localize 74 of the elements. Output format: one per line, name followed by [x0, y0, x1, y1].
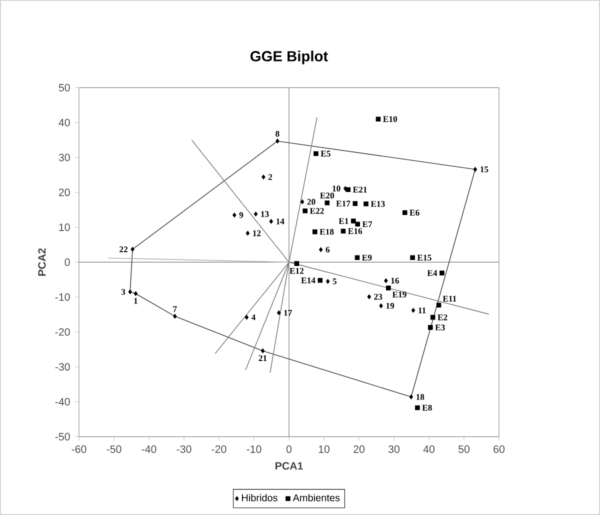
annotation: E2 [438, 314, 448, 320]
x-tick-label: 60 [494, 445, 505, 453]
annotation: E1 [338, 218, 348, 224]
legend-label: Hibridos [242, 494, 278, 502]
x-tick-label: 20 [354, 445, 365, 453]
annotation: 5 [332, 278, 337, 284]
y-tick-label: 10 [59, 224, 70, 232]
annotation: E7 [362, 221, 372, 227]
annotation: 1 [134, 298, 138, 304]
annotation: 12 [253, 230, 261, 236]
legend-label: Ambientes [292, 494, 340, 502]
x-tick-label: -30 [176, 445, 192, 453]
chart-title: GGE Biplot [250, 50, 328, 64]
annotation: 6 [326, 246, 330, 253]
annotation: 17 [284, 310, 292, 316]
y-tick-label: -10 [55, 293, 70, 301]
annotation: 9 [239, 212, 244, 218]
x-tick-label: 50 [458, 445, 470, 453]
annotation: 11 [418, 308, 426, 314]
annotation: 14 [276, 218, 284, 224]
x-tick-label: -60 [72, 445, 86, 453]
annotation: E21 [352, 186, 367, 192]
x-tick-label: -10 [246, 445, 262, 453]
y-tick-label: -30 [55, 363, 70, 371]
annotation: E16 [348, 228, 362, 234]
y-tick-label: 50 [58, 84, 70, 92]
annotation: E9 [362, 254, 372, 261]
annotation: E5 [320, 150, 330, 157]
annotation: 3 [121, 288, 126, 295]
annotation: 13 [261, 211, 269, 217]
annotation: 21 [258, 355, 267, 361]
x-tick-label: 10 [318, 445, 330, 453]
x-tick-label: 40 [423, 445, 435, 453]
annotation: E8 [422, 404, 432, 411]
annotation: E17 [336, 200, 350, 206]
y-axis-title: PCA2 [38, 248, 46, 276]
y-tick-label: -20 [55, 328, 70, 336]
y-tick-label: -40 [55, 398, 70, 406]
annotation: E6 [410, 210, 420, 216]
annotation: 15 [480, 166, 488, 172]
annotation: E22 [310, 208, 324, 214]
x-tick-label: -40 [142, 445, 156, 453]
annotation: 4 [251, 314, 256, 320]
annotation: 2 [268, 174, 272, 180]
x-tick-label: -50 [106, 445, 122, 453]
annotation: E11 [442, 296, 456, 302]
annotation: E10 [383, 116, 398, 122]
annotation: E12 [290, 268, 304, 274]
y-tick-label: 40 [58, 118, 70, 126]
y-tick-label: 20 [58, 188, 70, 196]
annotation: 7 [173, 306, 177, 312]
annotation: 22 [120, 246, 128, 252]
annotation: 20 [307, 198, 316, 205]
annotation: 16 [391, 278, 400, 284]
x-tick-label: 30 [388, 445, 400, 453]
annotation: 19 [386, 302, 394, 309]
x-tick-label: -20 [212, 445, 226, 453]
y-tick-label: -50 [55, 432, 70, 440]
x-tick-label: 0 [286, 445, 292, 453]
annotation: E20 [320, 192, 334, 198]
annotation: 23 [374, 294, 382, 300]
annotation: E14 [301, 277, 316, 284]
y-tick-label: 30 [58, 154, 70, 162]
annotation: 8 [276, 130, 280, 137]
annotation: E18 [320, 228, 334, 235]
annotation: E13 [370, 201, 385, 207]
annotation: E15 [417, 254, 432, 261]
annotation: 18 [416, 394, 424, 400]
annotation: E19 [392, 292, 406, 298]
x-axis-title: PCA1 [275, 462, 303, 470]
annotation: E3 [435, 324, 445, 330]
y-tick-label: 0 [64, 258, 70, 266]
annotation: E4 [427, 270, 438, 276]
annotation: 10 [332, 186, 340, 192]
